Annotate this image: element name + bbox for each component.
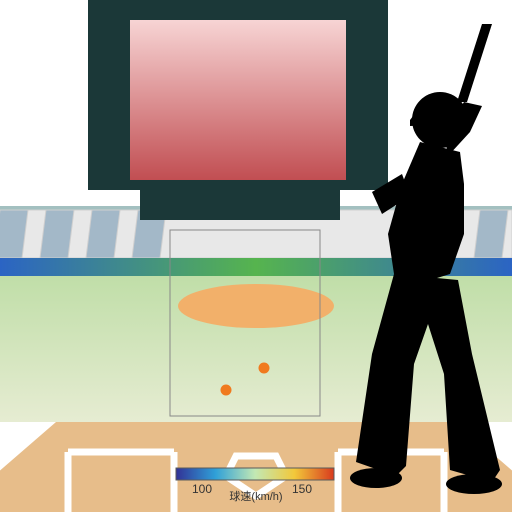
legend-axis-label: 球速(km/h): [229, 489, 282, 503]
legend-tick: 100: [192, 482, 212, 496]
bleacher-pillar: [474, 210, 508, 258]
pitch-marker: [259, 363, 270, 374]
bleacher-pillar: [86, 210, 120, 258]
pitch-location-chart: 100 150 球速(km/h): [0, 0, 512, 512]
bleacher-pillar: [40, 210, 74, 258]
pitch-marker: [221, 385, 232, 396]
pitchers-mound: [178, 284, 334, 328]
scoreboard-screen: [130, 20, 346, 180]
scoreboard-base: [140, 190, 340, 220]
legend-colorbar: [176, 468, 334, 480]
legend-tick: 150: [292, 482, 312, 496]
